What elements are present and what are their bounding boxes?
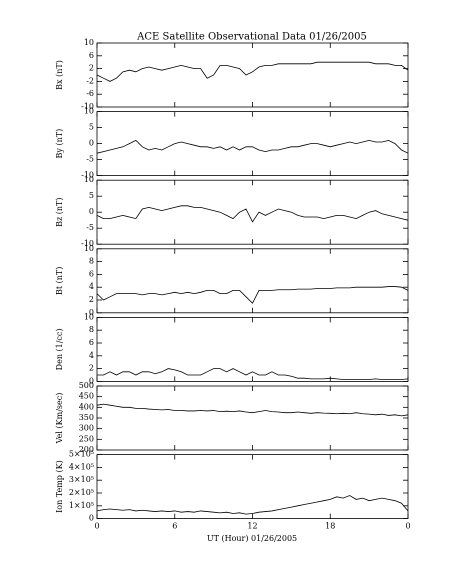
y-tick-label: 2 [89, 295, 94, 304]
y-tick-label: 200 [79, 445, 94, 454]
data-line [96, 139, 409, 154]
y-tick-label: 0 [89, 308, 94, 317]
y-tick-label: 3×10⁵ [69, 475, 94, 484]
y-tick-label: -10 [81, 102, 94, 111]
y-tick-label: 2 [89, 64, 94, 73]
y-tick-label: 5 [89, 191, 94, 200]
y-axis-label: Bz (nT) [55, 198, 64, 227]
y-tick-label: 0 [89, 376, 94, 385]
x-tick-label: 12 [247, 522, 257, 531]
y-tick-label: -6 [86, 89, 94, 98]
y-axis-label: Ion Temp (K) [55, 460, 64, 513]
x-axis-label: UT (Hour) 01/26/2005 [207, 534, 297, 543]
y-tick-label: -5 [86, 155, 94, 164]
y-tick-label: 400 [79, 402, 94, 411]
y-tick-label: 450 [79, 392, 94, 401]
y-tick-label: 10 [84, 312, 94, 321]
y-tick-label: 4 [89, 351, 94, 360]
y-tick-label: 6 [89, 338, 94, 347]
y-tick-label: 1×10⁵ [69, 501, 94, 510]
y-tick-label: 8 [89, 257, 94, 266]
y-tick-label: -10 [81, 171, 94, 180]
panel-frame [96, 385, 409, 451]
y-tick-label: 10 [84, 107, 94, 116]
y-tick-label: 2 [89, 364, 94, 373]
y-tick-label: 2×10⁵ [69, 488, 94, 497]
data-line [96, 205, 409, 223]
y-tick-label: 4 [89, 282, 94, 291]
chart-title: ACE Satellite Observational Data 01/26/2… [136, 32, 367, 43]
y-axis-label: Bx (nT) [55, 60, 64, 90]
data-line [96, 61, 409, 82]
y-tick-label: 6 [89, 51, 94, 60]
x-tick-label: 0 [94, 522, 99, 531]
panel-frame [96, 179, 409, 245]
y-tick-label: 5 [89, 123, 94, 132]
y-tick-label: -5 [86, 223, 94, 232]
y-tick-label: 300 [79, 424, 94, 433]
y-tick-label: 10 [84, 244, 94, 253]
y-tick-label: 5×10⁵ [69, 450, 94, 459]
y-tick-label: 0 [89, 139, 94, 148]
data-line [96, 495, 409, 515]
y-axis-label: By (nT) [55, 129, 64, 159]
y-tick-label: -10 [81, 239, 94, 248]
panel-frame [96, 42, 409, 108]
y-axis-label: Den (1/cc) [55, 328, 64, 370]
y-axis-label: Vel (Km/sec) [55, 393, 64, 445]
x-tick-label: 6 [172, 522, 177, 531]
data-line [96, 286, 409, 304]
data-line [96, 403, 409, 417]
x-tick-label: 0 [405, 522, 410, 531]
y-tick-label: 0 [89, 207, 94, 216]
panel-frame [96, 111, 409, 176]
data-line [97, 368, 409, 380]
x-tick-label: 18 [325, 522, 335, 531]
y-axis-label: Bt (nT) [55, 267, 64, 295]
y-tick-label: -2 [86, 76, 94, 85]
y-tick-label: 0 [89, 514, 94, 523]
y-tick-label: 6 [89, 269, 94, 278]
y-tick-label: 4×10⁵ [69, 462, 94, 471]
y-tick-label: 8 [89, 325, 94, 334]
y-tick-label: 500 [79, 381, 94, 390]
y-tick-label: 10 [84, 175, 94, 184]
panel-frame [96, 454, 409, 520]
y-tick-label: 250 [79, 434, 94, 443]
y-tick-label: 10 [84, 38, 94, 47]
y-tick-label: 350 [79, 413, 94, 422]
